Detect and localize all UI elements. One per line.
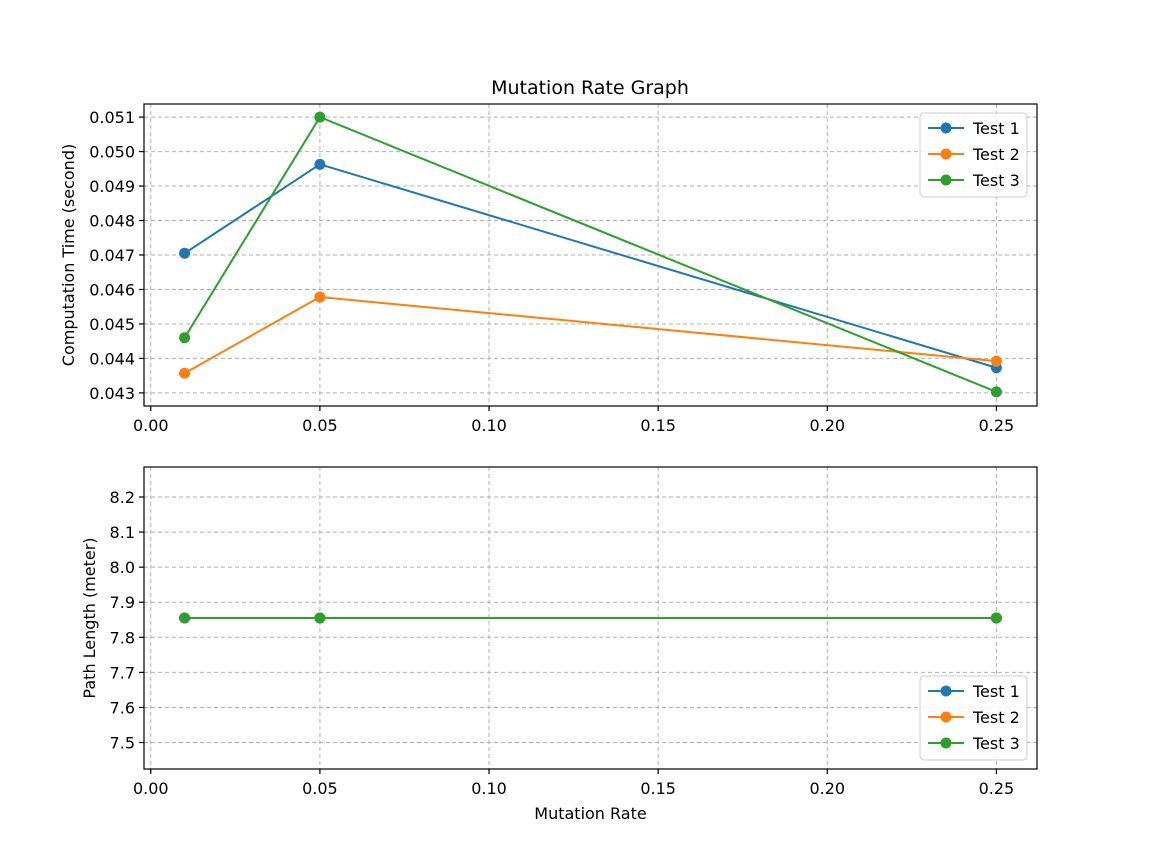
legend-entry: Test 2 bbox=[972, 708, 1020, 727]
series-line-1 bbox=[184, 163, 997, 369]
legend-marker bbox=[940, 737, 952, 749]
x-tick-label: 0.00 bbox=[133, 416, 169, 435]
legend-marker bbox=[940, 174, 952, 186]
legend: Test 1 Test 2 Test 3 bbox=[919, 675, 1028, 761]
path-length-chart: 0.00 0.05 0.10 0.15 0.20 0.25 7.5 7.6 7.7 7.8 7.9 8… bbox=[80, 466, 1038, 823]
data-point bbox=[314, 612, 326, 624]
x-tick-label: 0.15 bbox=[640, 416, 676, 435]
y-tick-label: 0.045 bbox=[89, 315, 135, 334]
data-point bbox=[314, 291, 326, 303]
computation-time-chart: 0.00 0.05 0.10 0.15 0.20 0.25 0.043 0.044 0.045 0… bbox=[59, 103, 1038, 435]
y-tick-label: 0.050 bbox=[89, 143, 135, 162]
y-tick-label: 7.5 bbox=[110, 734, 135, 753]
series-line-3 bbox=[183, 115, 997, 393]
legend-entry: Test 1 bbox=[972, 682, 1020, 701]
x-tick-label: 0.25 bbox=[979, 416, 1015, 435]
data-point bbox=[314, 111, 326, 123]
data-point bbox=[990, 355, 1002, 367]
y-tick-label: 7.6 bbox=[110, 698, 135, 717]
x-tick-label: 0.10 bbox=[471, 416, 507, 435]
y-tick-label: 0.051 bbox=[89, 108, 135, 127]
legend: Test 1 Test 2 Test 3 bbox=[919, 112, 1028, 198]
x-tick-label: 0.20 bbox=[809, 779, 845, 798]
y-tick-label: 7.8 bbox=[110, 628, 135, 647]
data-point bbox=[990, 386, 1002, 398]
legend-marker bbox=[940, 122, 952, 134]
y-tick-label: 8.2 bbox=[110, 488, 135, 507]
legend-marker bbox=[940, 711, 952, 723]
series-line-2 bbox=[184, 296, 997, 375]
y-tick-label: 0.046 bbox=[89, 280, 135, 299]
x-axis-label: Mutation Rate bbox=[534, 804, 646, 823]
y-axis-label: Computation Time (second) bbox=[59, 144, 78, 366]
x-tick-label: 0.15 bbox=[640, 779, 676, 798]
legend-marker bbox=[940, 148, 952, 160]
x-tick-label: 0.05 bbox=[302, 779, 338, 798]
data-point bbox=[179, 332, 191, 344]
y-tick-label: 7.7 bbox=[110, 663, 135, 682]
x-tick-label: 0.05 bbox=[302, 416, 338, 435]
data-point bbox=[179, 612, 191, 624]
data-point bbox=[990, 612, 1002, 624]
y-tick-label: 0.047 bbox=[89, 246, 135, 265]
x-tick-label: 0.20 bbox=[809, 416, 845, 435]
legend-entry: Test 2 bbox=[972, 145, 1020, 164]
y-tick-label: 0.049 bbox=[89, 177, 135, 196]
y-tick-label: 8.1 bbox=[110, 523, 135, 542]
y-tick-label: 0.048 bbox=[89, 212, 135, 231]
y-tick-label: 0.044 bbox=[89, 349, 135, 368]
plot-frame bbox=[143, 466, 1038, 770]
x-tick-label: 0.25 bbox=[979, 779, 1015, 798]
y-tick-label: 7.9 bbox=[110, 593, 135, 612]
legend-entry: Test 3 bbox=[972, 171, 1020, 190]
legend-marker bbox=[940, 685, 952, 697]
data-point bbox=[314, 158, 326, 170]
y-tick-label: 0.043 bbox=[89, 384, 135, 403]
x-tick-label: 0.00 bbox=[133, 779, 169, 798]
legend-entry: Test 3 bbox=[972, 734, 1020, 753]
legend-entry: Test 1 bbox=[972, 119, 1020, 138]
x-tick-label: 0.10 bbox=[471, 779, 507, 798]
data-point bbox=[179, 247, 191, 259]
chart-title: Mutation Rate Graph bbox=[491, 77, 689, 99]
y-tick-label: 8.0 bbox=[110, 558, 135, 577]
y-axis-label: Path Length (meter) bbox=[80, 537, 99, 698]
data-point bbox=[179, 367, 191, 379]
